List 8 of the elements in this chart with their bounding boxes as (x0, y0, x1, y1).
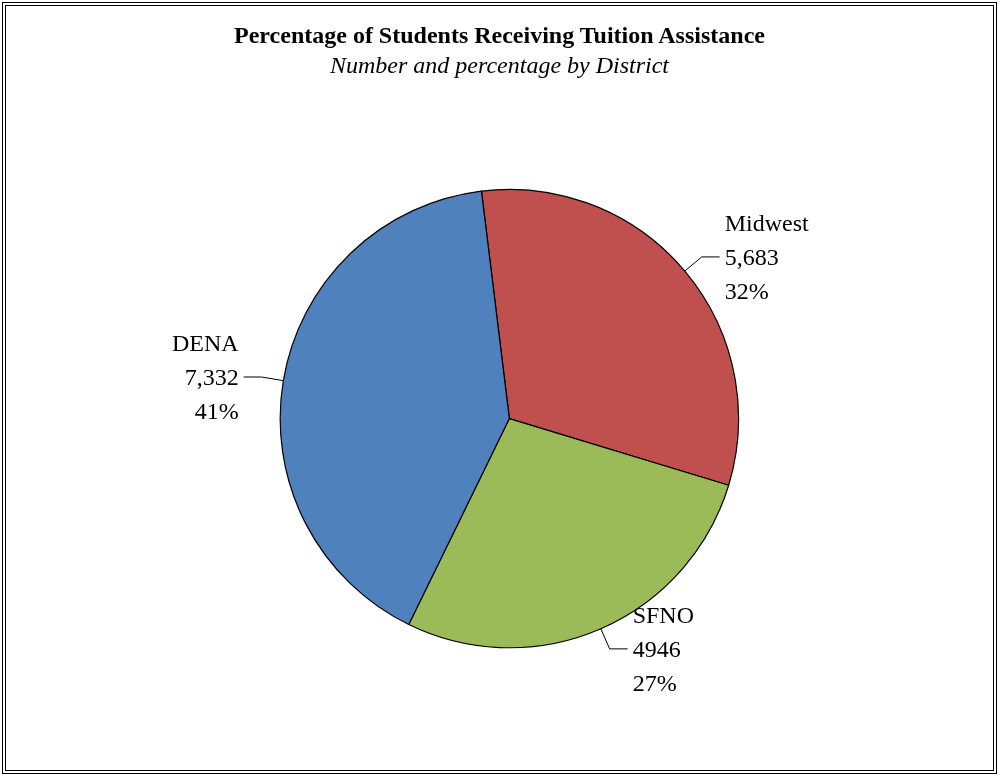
data-label: 7,332 41% (184, 364, 239, 425)
data-label: 4946 27% (632, 635, 681, 696)
slice-label: DENA (171, 330, 240, 357)
chart-title: Percentage of Students Receiving Tuition Assistance (234, 22, 766, 48)
slice-label: Midwest (724, 209, 809, 236)
chart-subtitle: Number and percentage by District (328, 52, 671, 78)
slice-label: SFNO (632, 601, 694, 628)
data-label: 5,683 32% (724, 243, 779, 304)
